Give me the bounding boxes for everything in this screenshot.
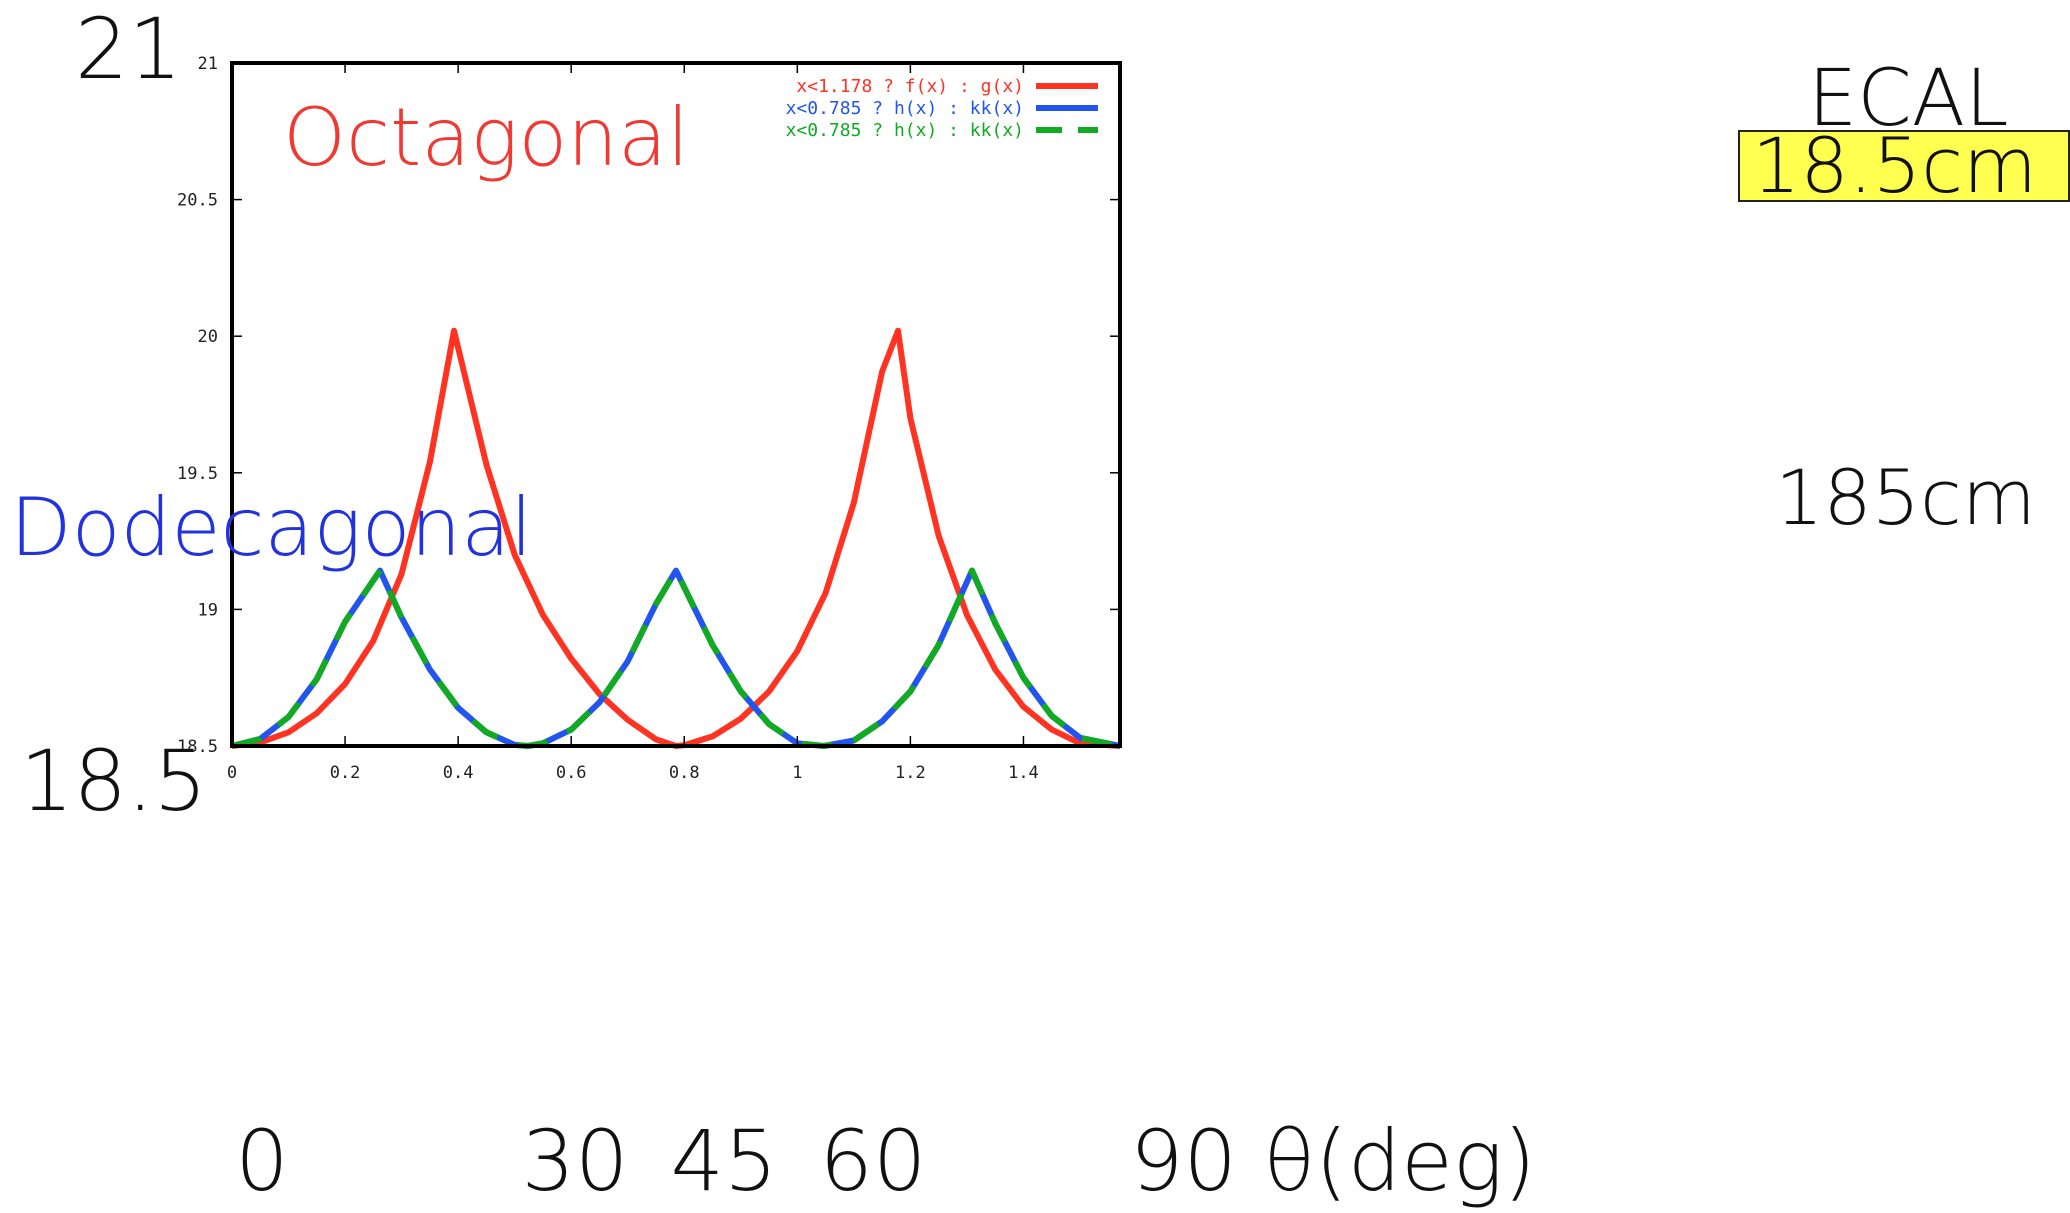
y-tick-label: 20 bbox=[198, 327, 218, 347]
plot-frame bbox=[230, 61, 1122, 748]
dodecagonal-label: Dodecagonal bbox=[10, 481, 532, 574]
x-big-label: 30 bbox=[522, 1112, 629, 1210]
ticks-layer: 0 0.2 0.4 0.6 0.8 1 1.2 1.4 18.5 19 19.5 20 20.5 21 bbox=[177, 54, 1120, 783]
x-tick-label: 0.4 bbox=[443, 763, 474, 783]
x-big-label: 45 bbox=[671, 1112, 778, 1210]
highlight-box: 18.5cm bbox=[1738, 130, 2070, 202]
x-big-label: 0 bbox=[235, 1112, 288, 1210]
series-line-3 bbox=[231, 567, 1121, 749]
x-big-label: 90 θ(deg) bbox=[1130, 1112, 1536, 1210]
y-tick-label: 18.5 bbox=[177, 737, 218, 757]
x-tick-label: 1.4 bbox=[1008, 763, 1039, 783]
x-tick-label: 1 bbox=[792, 763, 802, 783]
legend-label-1: x<1.178 ? f(x) : g(x) bbox=[796, 76, 1024, 97]
y-big-label: 18.5 bbox=[20, 732, 207, 830]
octagonal-label: Octagonal bbox=[283, 91, 689, 184]
legend-label-2: x<0.785 ? h(x) : kk(x) bbox=[786, 98, 1024, 119]
x-tick-label: 0.2 bbox=[330, 763, 361, 783]
y-tick-label: 20.5 bbox=[177, 191, 218, 211]
x-tick-label: 0.8 bbox=[669, 763, 700, 783]
legend: x<1.178 ? f(x) : g(x)x<0.785 ? h(x) : kk… bbox=[786, 76, 1098, 141]
highlight-value: 18.5cm bbox=[1752, 130, 2038, 202]
y-tick-label: 19 bbox=[198, 600, 218, 620]
y-tick-label: 21 bbox=[198, 54, 218, 74]
x-tick-label: 0 bbox=[227, 763, 237, 783]
ecal-title: ECAL bbox=[1808, 54, 2009, 144]
y-big-label: 21 bbox=[75, 0, 182, 98]
x-tick-label: 0.6 bbox=[556, 763, 587, 783]
y-tick-label: 19.5 bbox=[177, 464, 218, 484]
legend-label-3: x<0.785 ? h(x) : kk(x) bbox=[786, 120, 1024, 141]
big-labels-layer: 0 30 45 60 90 θ(deg) 18.5 21 bbox=[20, 0, 1536, 1210]
annotation-layer: Octagonal Dodecagonal bbox=[10, 91, 689, 574]
x-big-label: 60 bbox=[820, 1112, 927, 1210]
x-tick-label: 1.2 bbox=[895, 763, 926, 783]
ecal-length: 185cm bbox=[1775, 453, 2036, 542]
